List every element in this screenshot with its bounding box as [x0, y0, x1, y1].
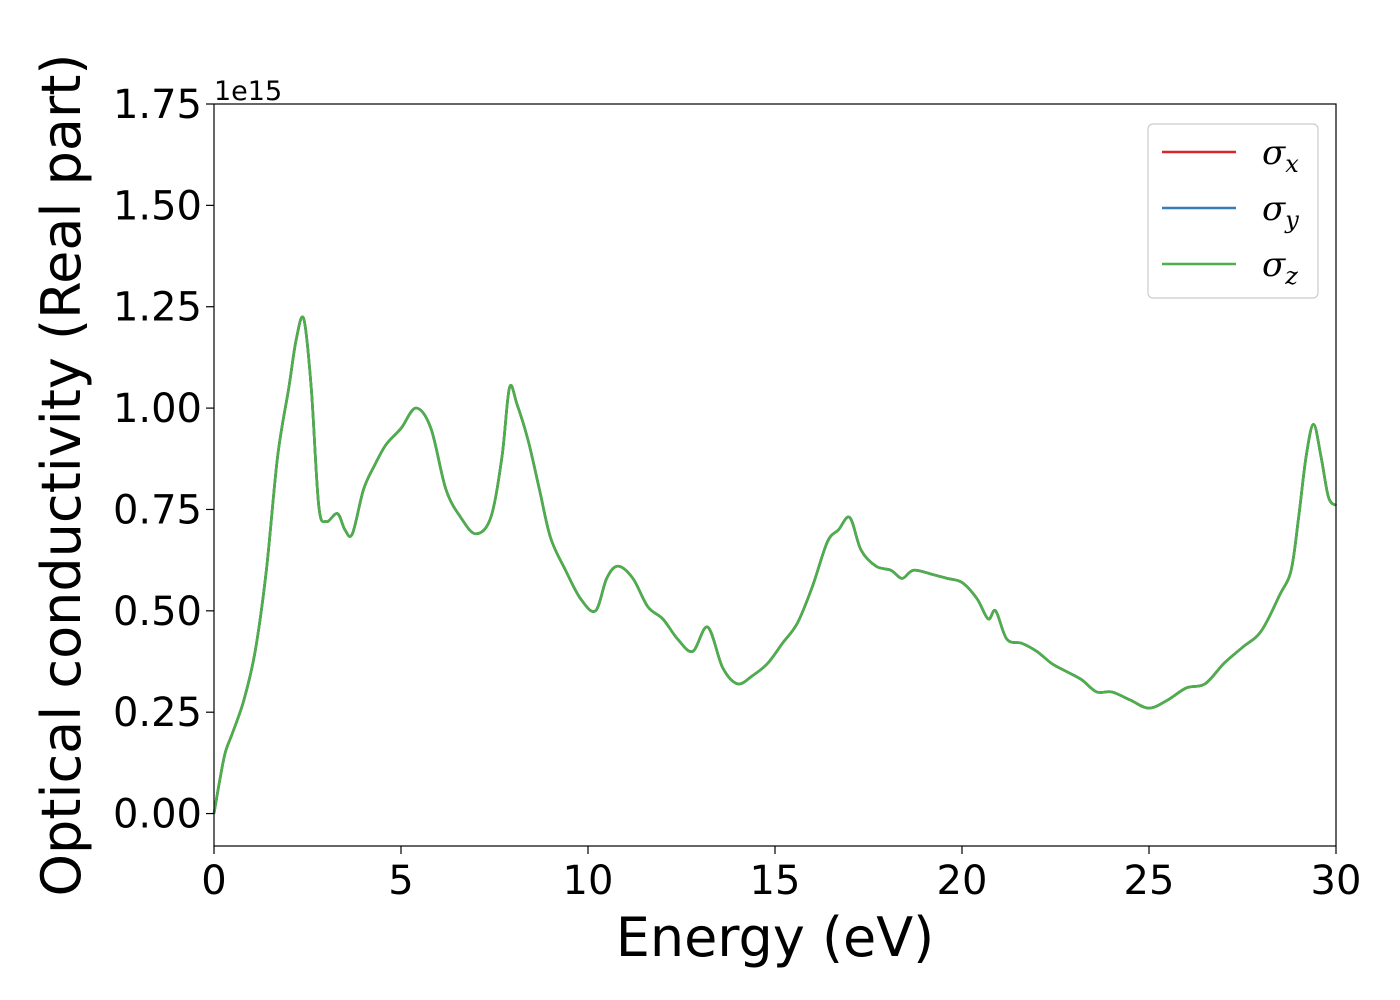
y-tick-label: 1.75	[113, 82, 202, 128]
x-tick-label: 25	[1124, 858, 1175, 904]
x-tick-label: 15	[750, 858, 801, 904]
legend-items: σx σy σz	[1162, 133, 1299, 290]
legend-box	[1147, 123, 1319, 299]
x-tick-label: 5	[388, 858, 413, 904]
series-layer	[212, 315, 1337, 814]
legend-label-3: σz	[1262, 245, 1298, 290]
x-axis-title: Energy (eV)	[616, 906, 935, 969]
x-axis: 0 5 10 15 20 25 30	[201, 846, 1361, 904]
y-tick-label: 1.25	[113, 285, 202, 331]
y-offset-label: 1e15	[214, 76, 282, 107]
y-tick-label: 0.25	[113, 690, 202, 736]
y-tick-label: 0.50	[113, 589, 202, 635]
y-tick-label: 1.50	[113, 183, 202, 229]
x-tick-label: 10	[563, 858, 614, 904]
x-tick-label: 0	[201, 858, 226, 904]
y-tick-label: 0.00	[113, 792, 202, 838]
legend-label-2: σy	[1262, 189, 1299, 234]
y-tick-label: 1.00	[113, 386, 202, 432]
series-line-3	[212, 315, 1337, 814]
legend: σx σy σz	[1147, 123, 1319, 299]
y-tick-label: 0.75	[113, 487, 202, 533]
y-axis-title: Optical conductivity (Real part)	[30, 54, 93, 897]
legend-label-1: σx	[1262, 133, 1299, 178]
x-tick-label: 20	[937, 858, 988, 904]
y-axis: 0.00 0.25 0.50 0.75 1.00 1.25 1.50 1.75	[113, 82, 214, 838]
x-tick-label: 30	[1311, 858, 1362, 904]
